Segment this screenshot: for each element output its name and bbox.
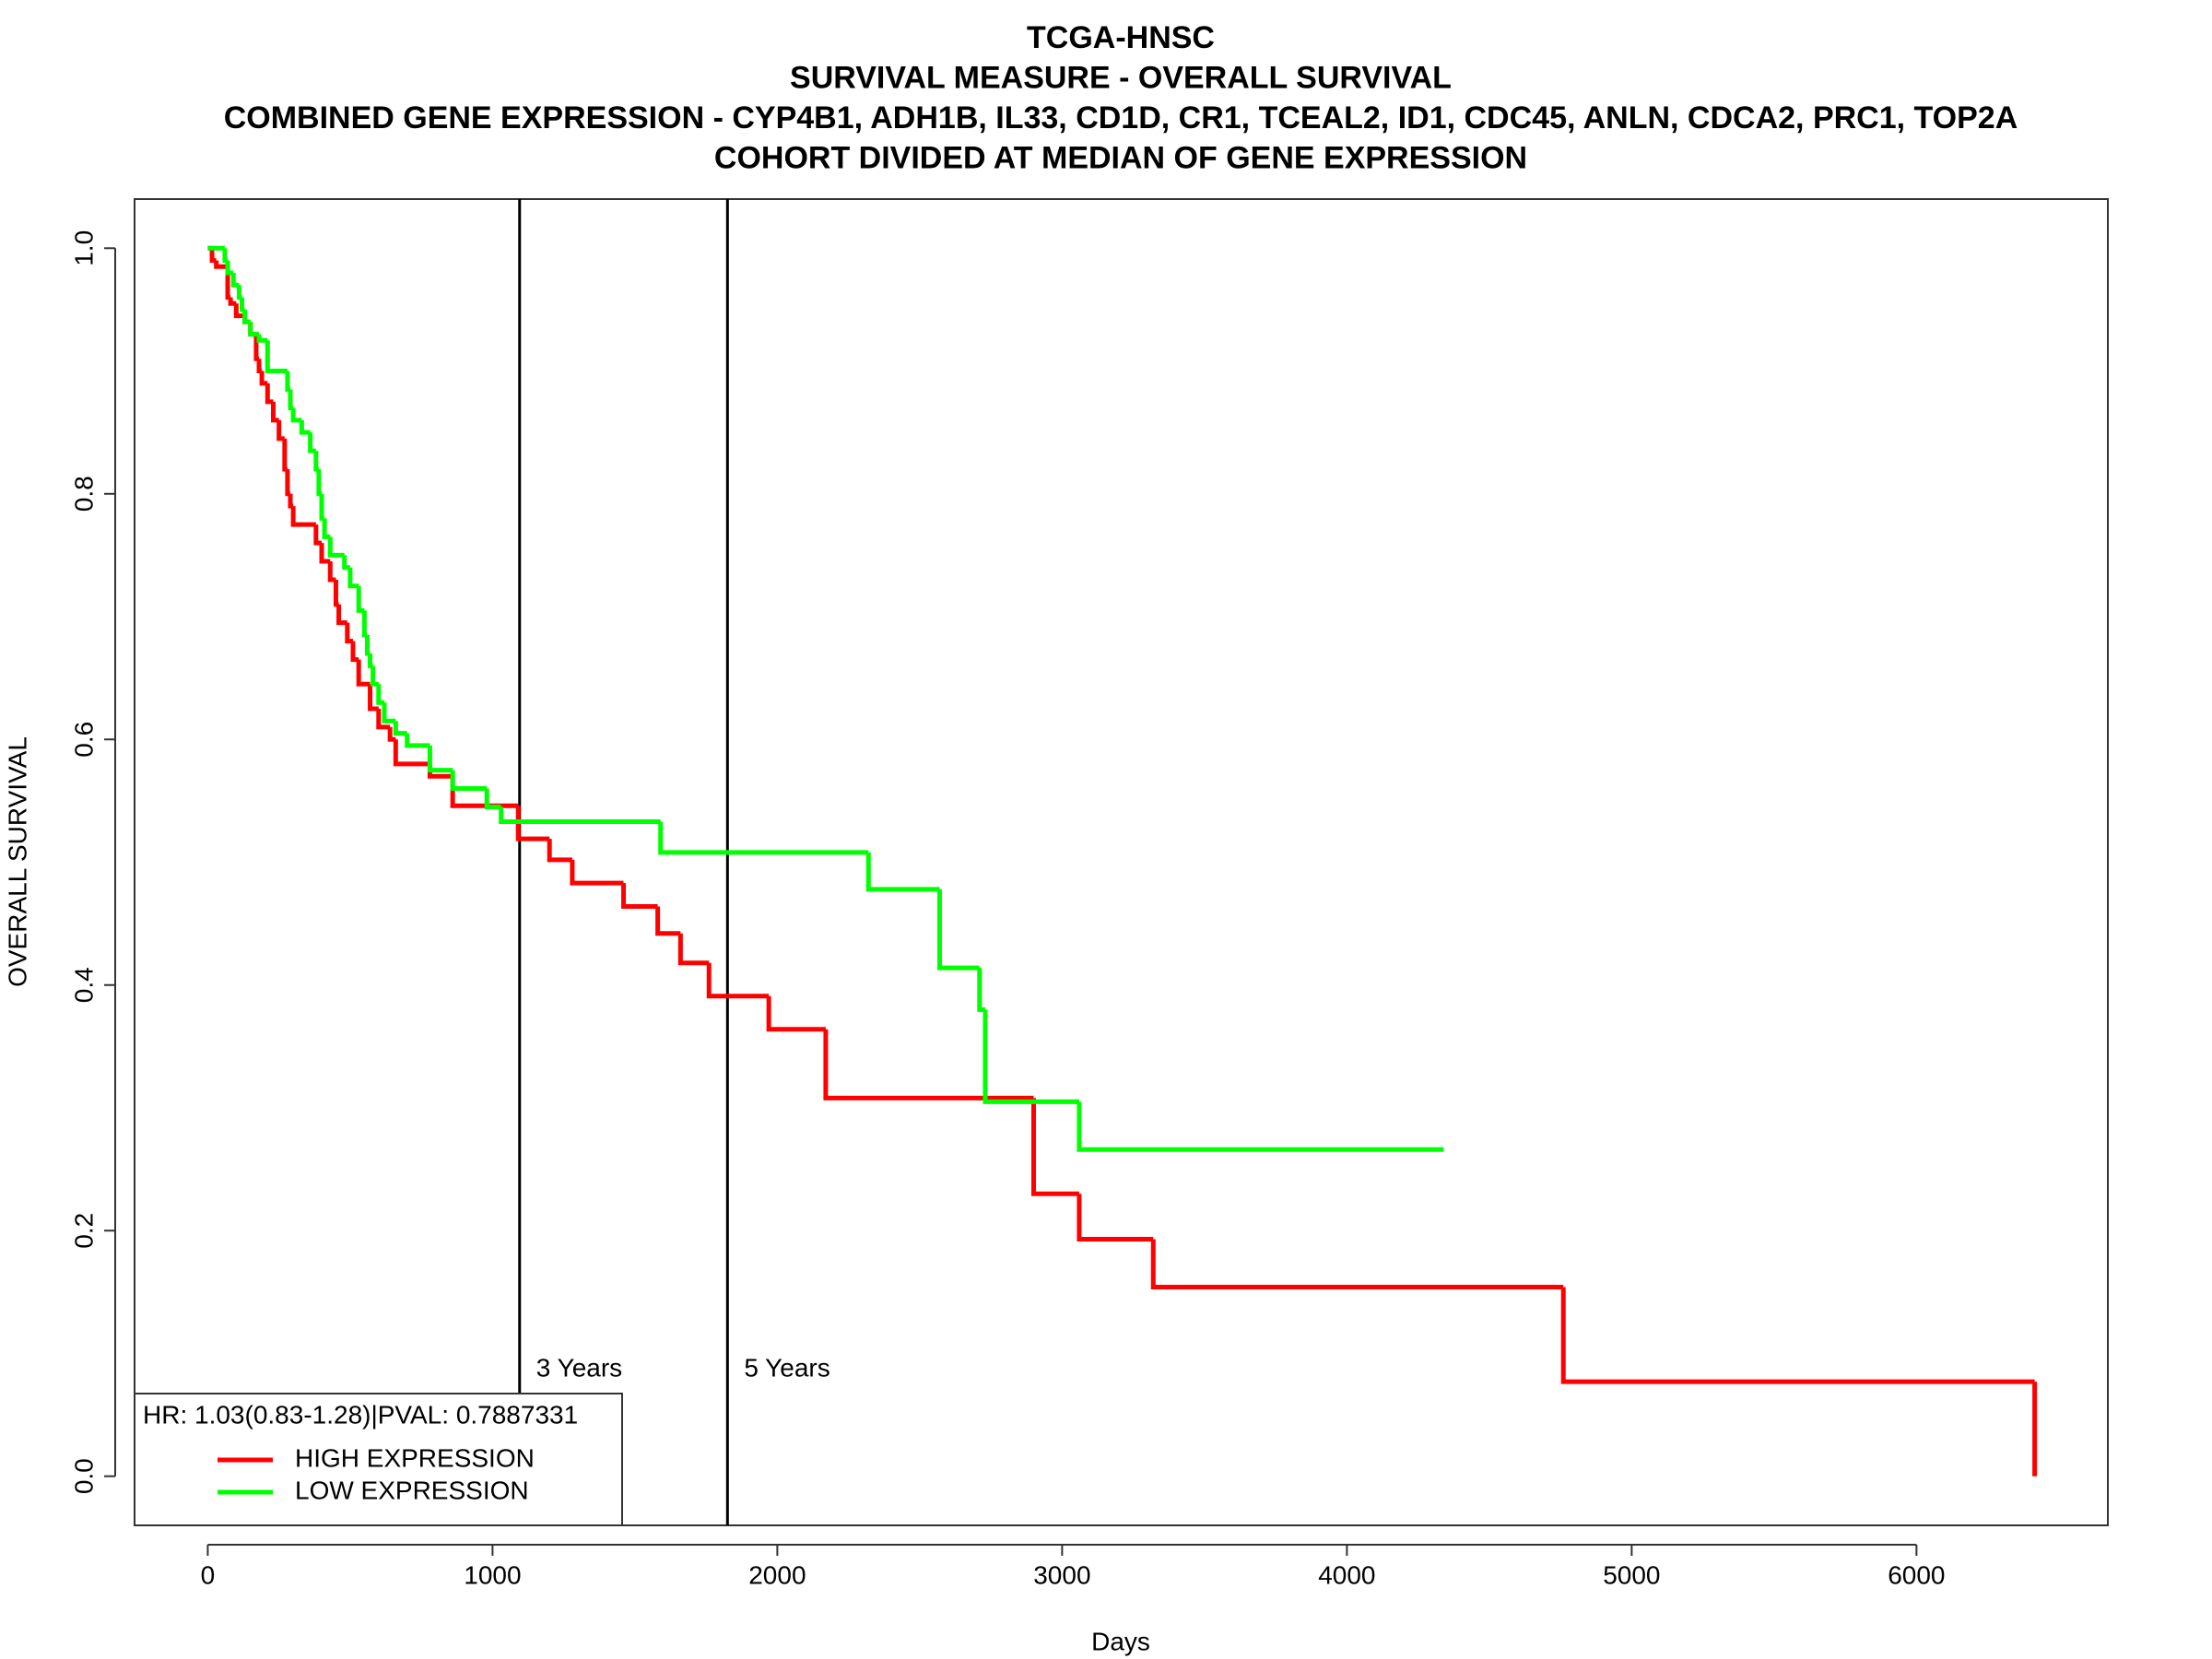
survival-step [1560,1287,2035,1384]
survival-step [823,1029,1034,1100]
legend-label: LOW EXPRESSION [295,1476,529,1504]
survival-step [655,906,681,936]
survival-step [276,419,285,441]
survival-step [256,334,268,343]
survival-step [336,604,347,626]
y-tick-label: 0.8 [69,476,98,512]
survival-step [658,821,869,855]
survival-step [209,248,217,264]
survival-step [248,322,260,337]
x-tick-label: 0 [201,1560,216,1589]
survival-step [706,962,770,999]
survival-step [327,536,345,558]
survival-step [265,340,288,374]
survival-step [570,859,624,886]
survival-step [382,702,396,724]
survival-step [333,580,339,607]
legend: HR: 1.03(0.83-1.28)|PVAL: 0.7887331 HIGH … [134,1393,623,1526]
survival-step [766,995,826,1032]
survival-step [393,739,430,767]
y-tick-label: 0.2 [69,1213,98,1249]
survival-step [319,543,331,564]
survival-step [270,401,279,423]
survival-step [233,303,245,319]
survival-step [376,708,391,730]
survival-step [368,684,379,712]
survival-step [499,806,661,825]
survival-step [484,788,501,810]
survival-step [214,260,229,269]
survival-step [982,1009,1079,1104]
survival-step [387,726,396,742]
survival-step [1077,1101,1444,1152]
survival-step [621,883,658,909]
survival-step [1030,1098,1079,1196]
legend-label: HIGH EXPRESSION [295,1443,535,1472]
survival-step [865,852,940,892]
reference-label: 3 Years [536,1353,622,1382]
survival-step [547,839,572,863]
survival-step [222,248,229,264]
chart-title: TCGA-HNSC [1027,20,1215,55]
survival-step [427,745,453,773]
x-tick-label: 4000 [1318,1560,1375,1589]
y-tick-label: 1.0 [69,230,98,266]
survival-step [225,260,234,276]
x-tick-label: 2000 [748,1560,806,1589]
y-tick-label: 0.4 [69,967,98,1003]
chart-title: COHORT DIVIDED AT MEDIAN OF GENE EXPRESS… [714,140,1527,175]
plot-frame [134,198,2109,1526]
legend-box [134,1393,623,1526]
survival-step [937,888,980,971]
survival-step [288,389,294,411]
survival-step [342,555,350,571]
survival-step [322,518,331,539]
survival-step [256,359,263,374]
legend-title: HR: 1.03(0.83-1.28)|PVAL: 0.7887331 [143,1400,578,1429]
title-block: TCGA-HNSC SURVIVAL MEASURE - OVERALL SURV… [224,20,2018,176]
survival-step [450,770,488,792]
survival-step [285,371,291,393]
survival-step [677,933,710,966]
x-tick-label: 6000 [1888,1560,1945,1589]
survival-step [1077,1194,1154,1242]
survival-step [1150,1239,1564,1290]
survival-step [327,561,336,582]
survival-step [290,407,302,423]
survival-step [356,659,371,687]
y-tick-label: 0.0 [69,1458,98,1494]
x-axis-label: Days [1091,1627,1150,1655]
y-axis-label: OVERALL SURVIVAL [3,736,31,987]
survival-step [299,419,311,435]
survival-step [515,806,550,841]
chart-title: SURVIVAL MEASURE - OVERALL SURVIVAL [790,60,1452,95]
survival-step [393,721,407,736]
survival-step [405,733,430,748]
x-tick-label: 1000 [464,1560,521,1589]
chart-title: COMBINED GENE EXPRESSION - CYP4B1, ADH1B… [224,100,2018,135]
x-tick-label: 3000 [1033,1560,1090,1589]
y-tick-label: 0.6 [69,722,98,758]
survival-step [259,371,268,386]
x-tick-label: 5000 [1603,1560,1660,1589]
survival-step [313,524,323,546]
survival-step [290,506,316,527]
reference-label: 5 Years [744,1353,830,1382]
survival-step [265,382,274,405]
survival-step [376,684,384,705]
survival-step [347,567,359,589]
